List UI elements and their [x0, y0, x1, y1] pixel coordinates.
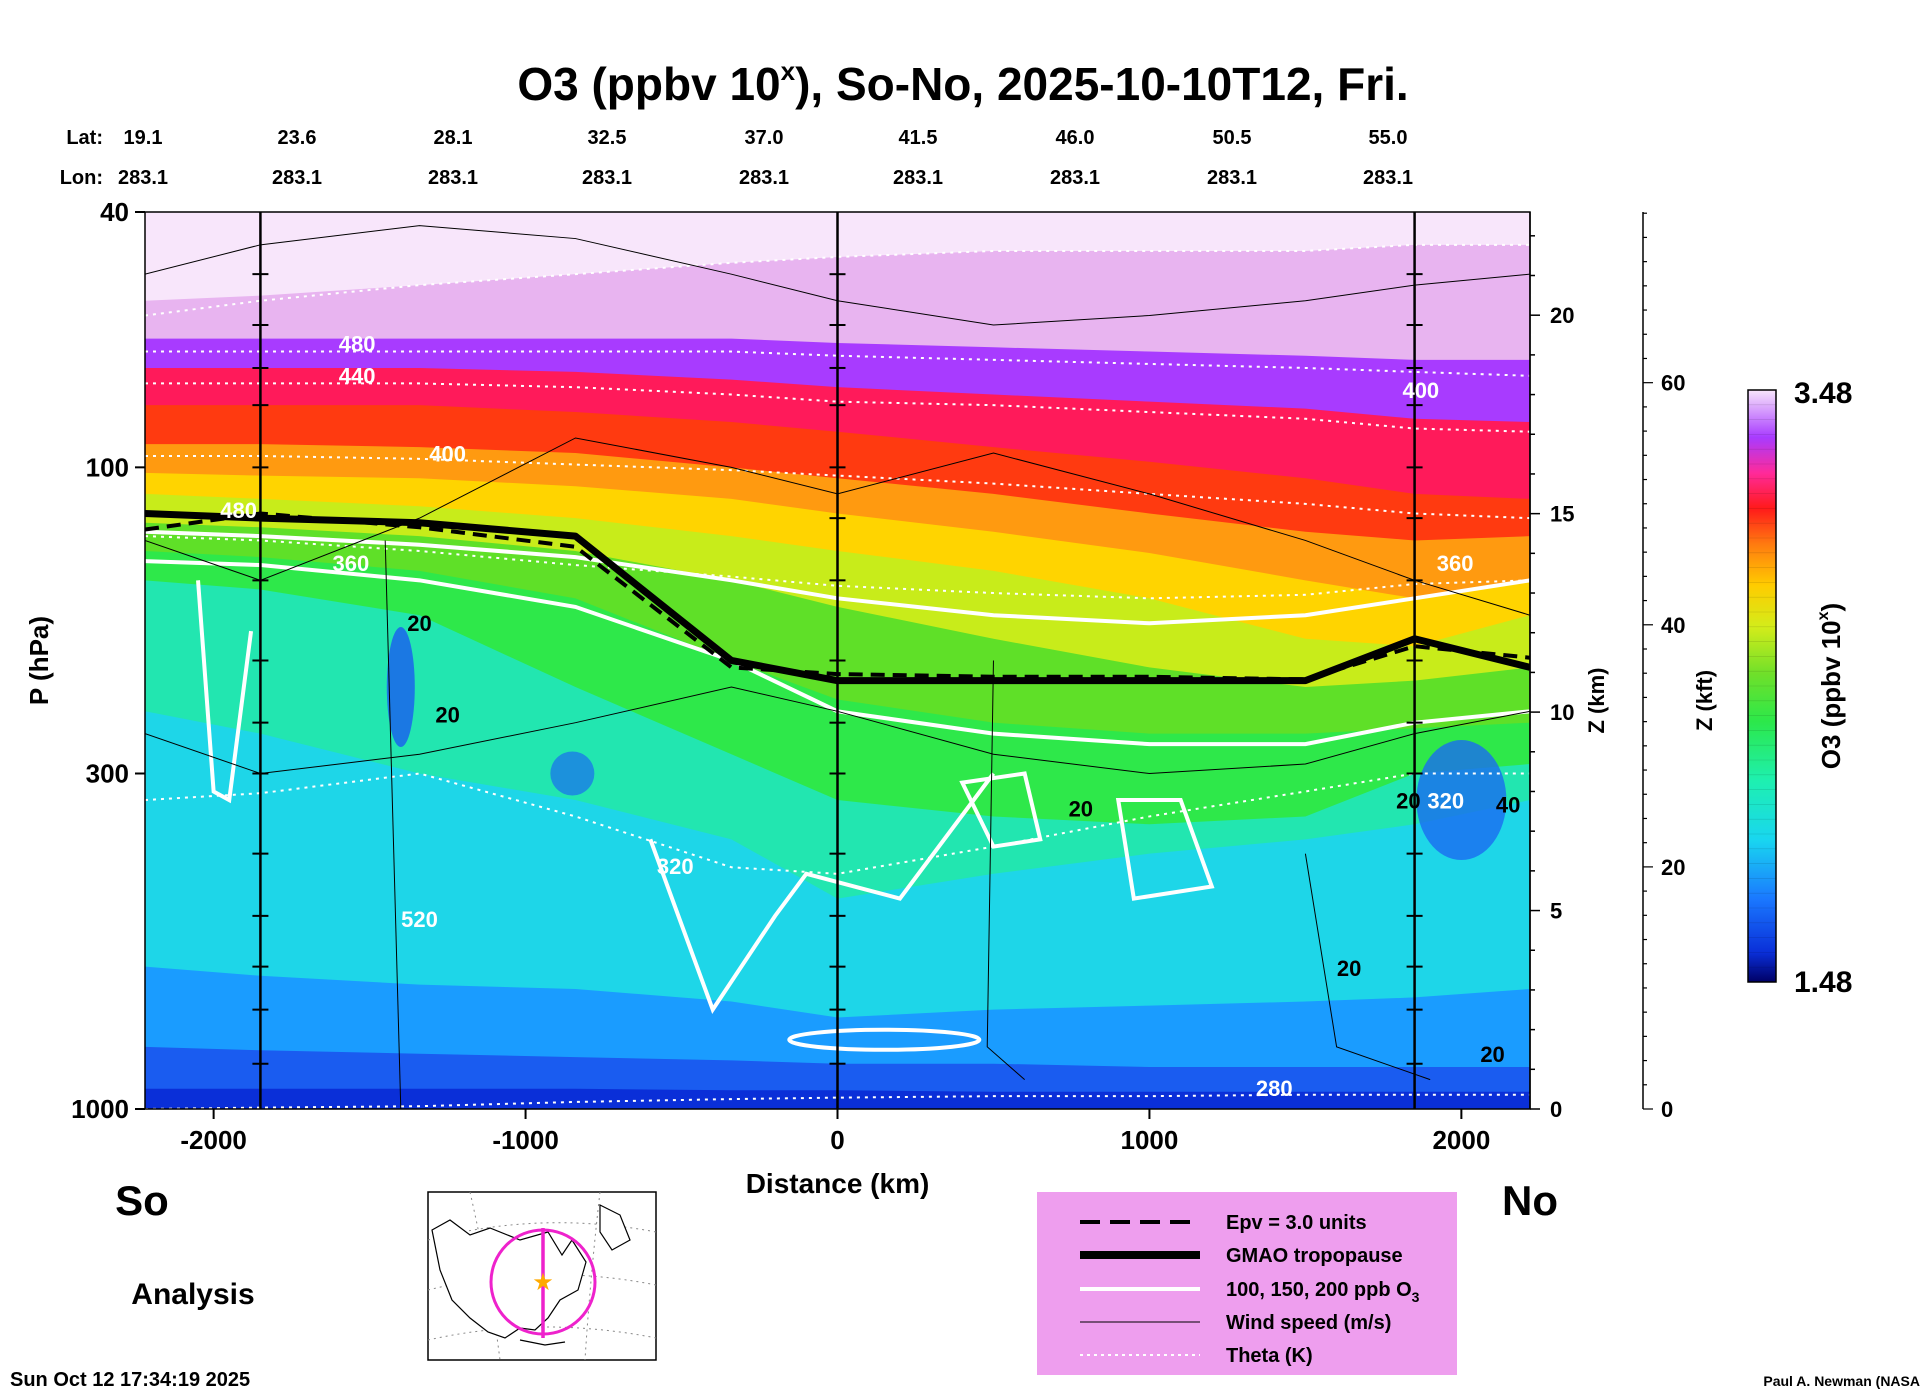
contour-label: 20 [1069, 796, 1093, 821]
lon-value: 283.1 [1363, 167, 1413, 189]
legend-item-wind: Wind speed (m/s) [1226, 1312, 1391, 1334]
wind-contour [384, 540, 402, 1109]
contour-label: 520 [401, 907, 438, 932]
zkm-tick-label: 10 [1550, 700, 1574, 725]
lat-value: 19.1 [124, 127, 163, 149]
y-tick-label: 300 [86, 758, 129, 788]
legend-item-o3: 100, 150, 200 ppb O3 [1226, 1279, 1420, 1305]
chart-title: O3 (ppbv 10x), So-No, 2025-10-10T12, Fri… [517, 56, 1408, 110]
contour-label: 20 [435, 703, 459, 728]
lat-label: Lat: [66, 127, 103, 149]
contour-label: 400 [1402, 378, 1439, 403]
lon-value: 283.1 [1050, 167, 1100, 189]
contour-label: 360 [1437, 551, 1474, 576]
lon-value: 283.1 [582, 167, 632, 189]
low-o3-blob [1416, 740, 1507, 861]
lon-value: 283.1 [272, 167, 322, 189]
contour-label: 320 [1427, 788, 1464, 813]
zkft-tick-label: 60 [1661, 371, 1685, 396]
x-tick-label: 1000 [1121, 1125, 1179, 1155]
lat-value: 55.0 [1369, 127, 1408, 149]
lat-value: 37.0 [745, 127, 784, 149]
contour-label: 320 [657, 854, 694, 879]
y-tick-label: 100 [86, 452, 129, 482]
lon-value: 283.1 [1207, 167, 1257, 189]
lat-lon-header: 19.1 23.6 28.1 32.5 37.0 41.5 46.0 50.5 55.0 283.… [118, 127, 1413, 189]
north-label: No [1502, 1177, 1558, 1224]
x-tick-label: -2000 [180, 1125, 247, 1155]
low-o3-blob [550, 751, 595, 796]
legend-item-epv: Epv = 3.0 units [1226, 1212, 1367, 1234]
lon-label: Lon: [60, 167, 103, 189]
zkm-tick-label: 0 [1550, 1097, 1562, 1122]
lat-value: 46.0 [1056, 127, 1095, 149]
contour-label: 280 [1256, 1076, 1293, 1101]
x-tick-label: 0 [830, 1125, 844, 1155]
colorbar: 3.48 1.48 O3 (ppbv 10x) [1747, 377, 1852, 999]
contour-overlays: 520 480 440 400 360 320 280 400 360 320 480 20 20 20 2… [145, 212, 1530, 1109]
legend: Epv = 3.0 units GMAO tropopause 100, 150… [1037, 1192, 1457, 1375]
zkft-axis-label: Z (kft) [1692, 670, 1717, 731]
low-o3-blob [386, 627, 415, 748]
credit: Paul A. Newman (NASA [1763, 1373, 1920, 1389]
lat-value: 32.5 [588, 127, 627, 149]
o3-contour [196, 580, 254, 804]
contour-label: 40 [1496, 792, 1520, 817]
x-axis-label: Distance (km) [746, 1168, 930, 1199]
zkft-tick-label: 20 [1661, 855, 1685, 880]
lat-value: 50.5 [1213, 127, 1252, 149]
lon-value: 283.1 [118, 167, 168, 189]
contour-label: 480 [339, 332, 376, 357]
zkm-tick-label: 15 [1550, 502, 1574, 527]
contour-label: 440 [339, 363, 376, 388]
contour-label: 20 [1337, 956, 1361, 981]
contour-label: 20 [1480, 1042, 1504, 1067]
o3-contour [648, 772, 996, 1015]
y-axis-label: P (hPa) [24, 616, 54, 705]
x-tick-label: 2000 [1432, 1125, 1490, 1155]
lon-value: 283.1 [739, 167, 789, 189]
star-icon: ★ [532, 1269, 554, 1296]
contour-label: 480 [220, 498, 257, 523]
o3-contour [1115, 798, 1215, 901]
lon-value: 283.1 [893, 167, 943, 189]
south-label: So [115, 1177, 169, 1224]
contour-label: 20 [1396, 788, 1420, 813]
colorbar-bar [1747, 389, 1777, 983]
wind-contour [1304, 853, 1431, 1081]
x-tick-label: -1000 [492, 1125, 559, 1155]
legend-item-tropopause: GMAO tropopause [1226, 1245, 1403, 1267]
lon-value: 283.1 [428, 167, 478, 189]
legend-item-theta: Theta (K) [1226, 1345, 1313, 1367]
contour-label: 400 [429, 442, 466, 467]
colorbar-label: O3 (ppbv 10x) [1815, 603, 1846, 769]
lat-value: 23.6 [278, 127, 317, 149]
inset-map: ★ [427, 1191, 657, 1361]
y-tick-label: 1000 [71, 1094, 129, 1124]
colorbar-max-label: 3.48 [1794, 377, 1852, 410]
contour-label: 20 [407, 611, 431, 636]
zkft-tick-label: 40 [1661, 613, 1685, 638]
lat-value: 28.1 [434, 127, 473, 149]
timestamp: Sun Oct 12 17:34:19 2025 [10, 1369, 250, 1391]
wind-contour [986, 660, 1025, 1081]
zkft-tick-label: 0 [1661, 1097, 1673, 1122]
lat-value: 41.5 [899, 127, 938, 149]
contour-label: 360 [333, 551, 370, 576]
y-tick-label: 40 [100, 197, 129, 227]
o3-contour [959, 771, 1043, 849]
analysis-label: Analysis [131, 1278, 254, 1311]
colorbar-min-label: 1.48 [1794, 966, 1852, 999]
zkm-tick-label: 5 [1550, 899, 1562, 924]
zkm-tick-label: 20 [1550, 303, 1574, 328]
o3-contour [787, 1027, 982, 1052]
zkm-axis-label: Z (km) [1584, 668, 1609, 734]
